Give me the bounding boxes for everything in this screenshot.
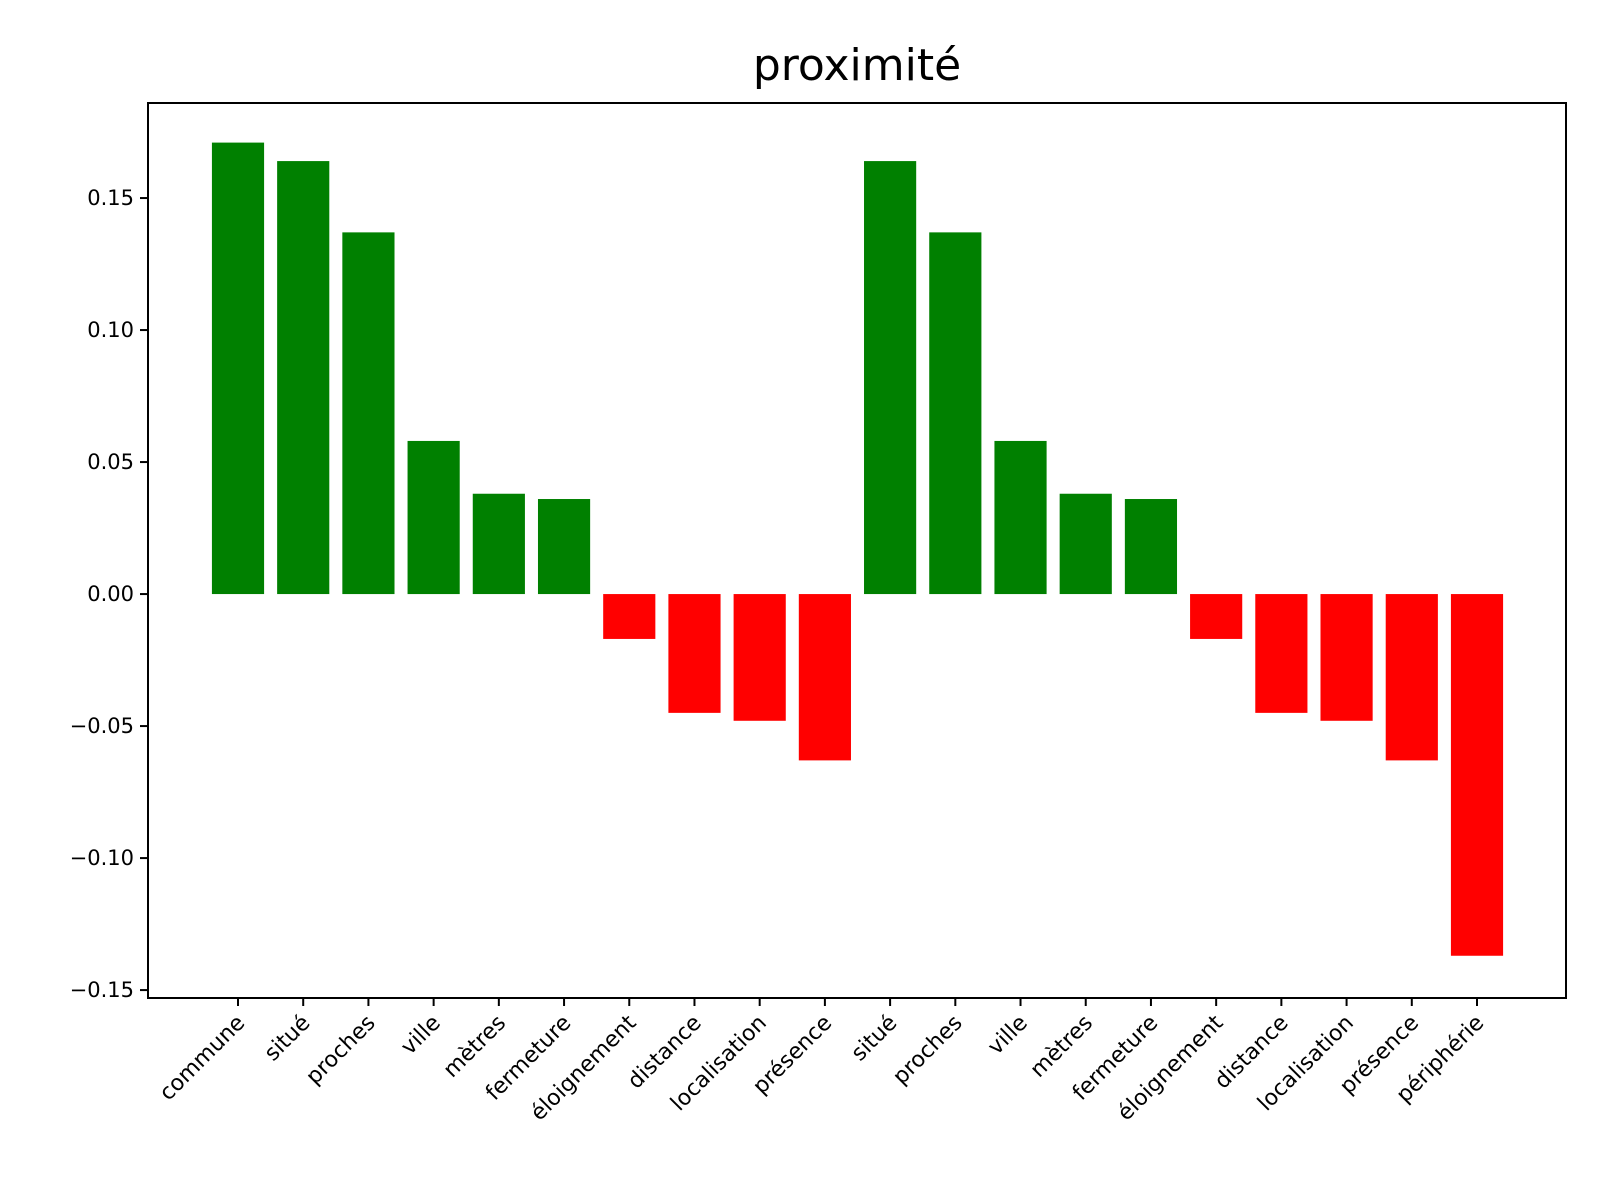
bar-12 — [994, 440, 1047, 595]
plot-frame — [147, 102, 1567, 999]
bar-9 — [798, 594, 851, 761]
bar-11 — [929, 232, 982, 595]
bar-6 — [603, 594, 656, 639]
chart-title: proximité — [753, 40, 961, 91]
y-tick-label: 0.00 — [87, 582, 134, 606]
x-tick-label: proches — [888, 1011, 967, 1090]
bars-group — [211, 142, 1504, 956]
x-tick-label: ville — [983, 1011, 1032, 1060]
bar-18 — [1385, 594, 1438, 761]
x-tick-label: commune — [155, 1011, 250, 1106]
bar-4 — [472, 493, 525, 595]
y-tick-label: 0.15 — [87, 186, 134, 210]
y-tick-label: 0.10 — [87, 318, 134, 342]
bar-16 — [1255, 594, 1308, 713]
bar-19 — [1450, 594, 1504, 956]
bar-17 — [1320, 594, 1373, 721]
y-tick-label: 0.05 — [87, 450, 134, 474]
x-tick-label: situé — [260, 1011, 316, 1067]
bar-1 — [277, 161, 330, 595]
bar-7 — [668, 594, 721, 713]
bar-10 — [864, 161, 917, 595]
x-tick-label: ville — [396, 1011, 445, 1060]
bar-8 — [733, 594, 786, 721]
x-tick-label: proches — [301, 1011, 380, 1090]
bar-5 — [537, 499, 591, 595]
bar-14 — [1124, 499, 1178, 595]
y-tick-label: −0.05 — [70, 714, 134, 738]
x-tick-label: situé — [847, 1011, 903, 1067]
bar-2 — [342, 232, 395, 595]
bar-3 — [407, 440, 460, 595]
y-tick-label: −0.10 — [70, 846, 134, 870]
bar-15 — [1190, 594, 1243, 639]
bar-0 — [211, 142, 265, 595]
y-axis: −0.15 −0.10 −0.05 0.00 0.05 0.10 0.15 — [70, 186, 148, 1002]
bar-13 — [1059, 493, 1112, 595]
y-tick-label: −0.15 — [70, 978, 134, 1002]
